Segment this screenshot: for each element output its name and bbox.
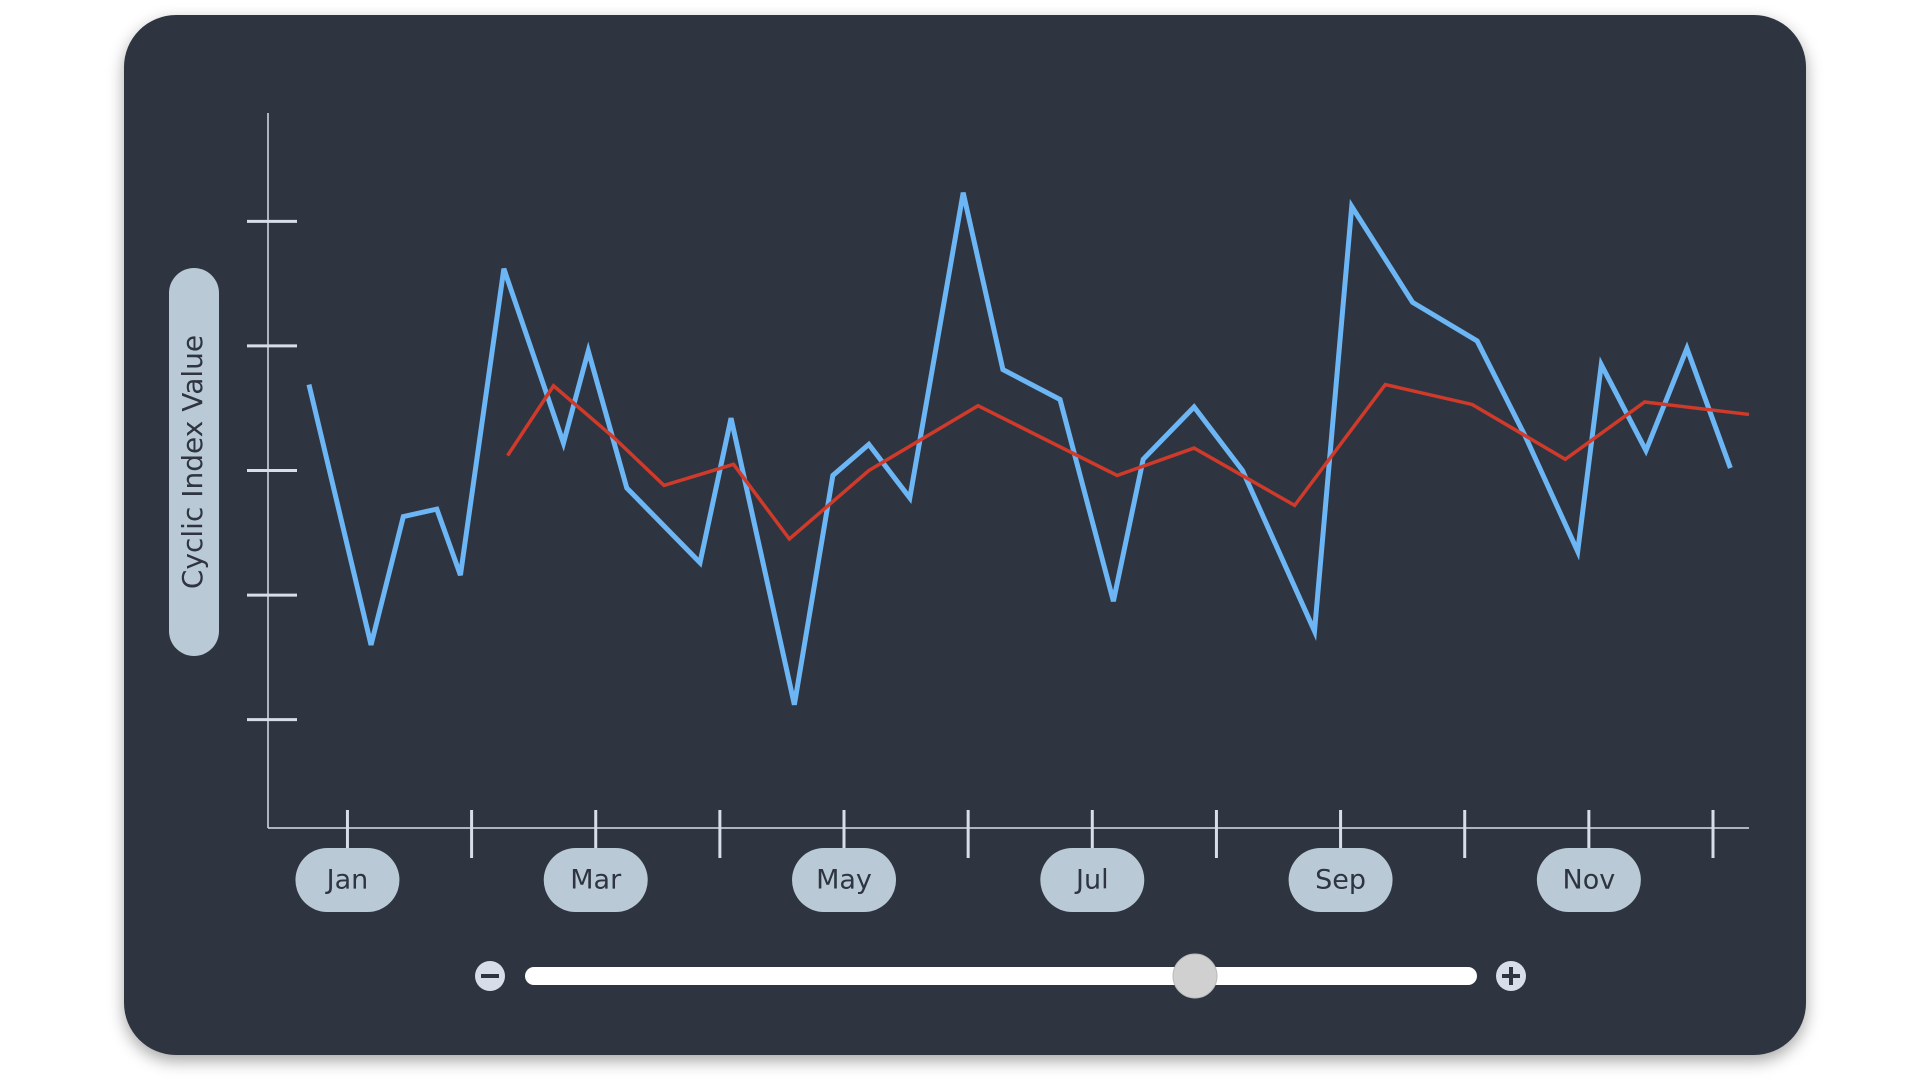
x-label-pill [295,848,400,912]
x-label-pill [1536,848,1641,912]
slider-thumb[interactable] [1172,953,1218,999]
x-tick-label: Jan [325,865,369,896]
x-tick-label: Nov [1563,865,1616,896]
x-tick-label: Mar [570,865,622,896]
slider-track[interactable] [525,967,1477,985]
minus-icon [481,974,499,978]
x-label-pill [543,848,648,912]
y-label-pill [169,268,219,656]
card [124,15,1806,1055]
x-tick-label: Jul [1074,865,1109,896]
x-tick-label: Sep [1315,865,1366,896]
x-label-pill [792,848,897,912]
x-label-pill [1040,848,1145,912]
y-axis-label: Cyclic Index Value [176,335,209,589]
series-line [306,192,1733,706]
series-line [506,382,1750,542]
x-tick-label: May [816,865,872,896]
plus-icon-v [1509,967,1513,985]
x-label-pill [1288,848,1393,912]
